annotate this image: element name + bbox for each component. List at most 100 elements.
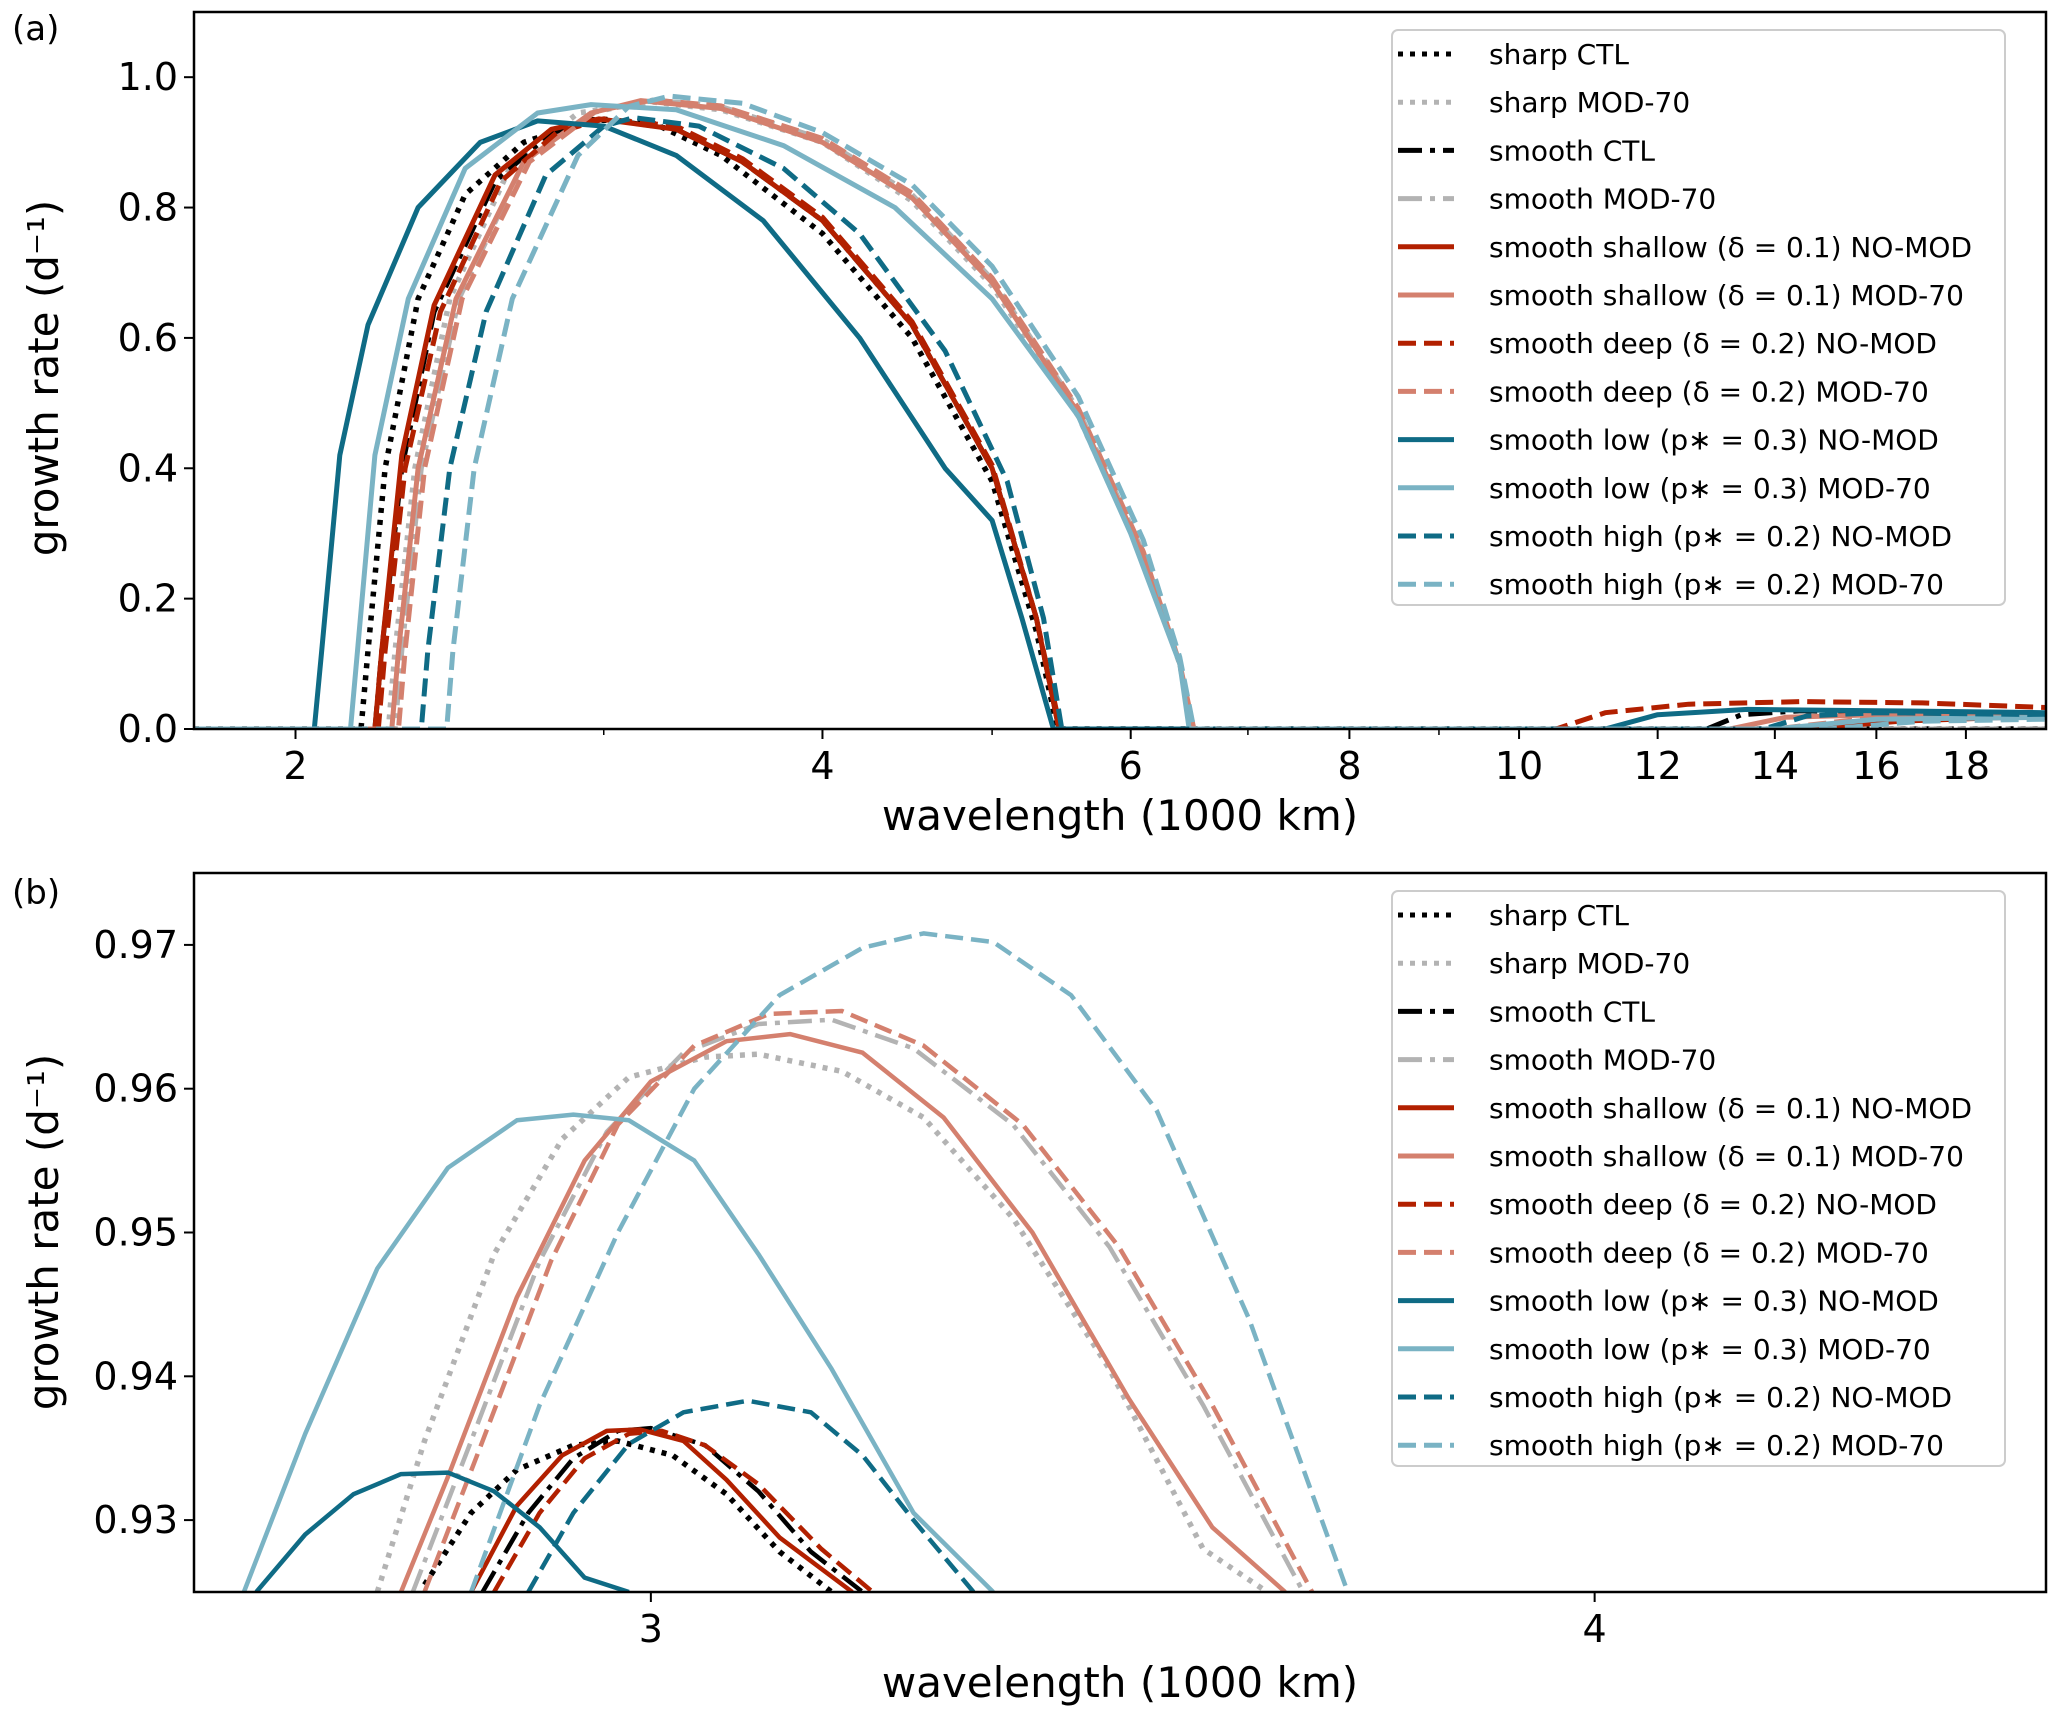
legend-item: sharp CTL [1398, 38, 1629, 71]
legend-label: smooth deep (δ = 0.2) MOD-70 [1489, 375, 1929, 408]
x-tick-label: 16 [1852, 744, 1900, 788]
legend-label: smooth low (p∗ = 0.3) MOD-70 [1489, 1333, 1931, 1366]
legend-label: smooth MOD-70 [1489, 183, 1716, 216]
series-line-10 [526, 1398, 976, 1592]
x-tick-label: 8 [1337, 744, 1361, 788]
panel-b-ylabel: growth rate (d⁻¹) [19, 1054, 68, 1411]
x-tick-label: 10 [1495, 744, 1543, 788]
series-line-3 [410, 1017, 1306, 1592]
legend-item: smooth shallow (δ = 0.1) NO-MOD [1398, 1092, 1972, 1125]
legend-item: smooth shallow (δ = 0.1) MOD-70 [1398, 279, 1964, 312]
panel-a-xlabel: wavelength (1000 km) [882, 791, 1358, 840]
x-tick-label: 3 [639, 1607, 663, 1651]
series-line-1 [374, 1051, 1269, 1592]
legend-item: smooth deep (δ = 0.2) NO-MOD [1398, 327, 1937, 360]
legend-item: smooth deep (δ = 0.2) MOD-70 [1398, 1236, 1929, 1269]
legend-label: smooth deep (δ = 0.2) NO-MOD [1489, 1188, 1937, 1221]
x-tick-label: 14 [1751, 744, 1799, 788]
legend-item: smooth low (p∗ = 0.3) NO-MOD [1398, 1285, 1939, 1318]
series-line-5 [194, 98, 2046, 729]
legend-label: sharp MOD-70 [1489, 947, 1690, 980]
series-line-7 [422, 1008, 1315, 1592]
legend-box [1391, 29, 2006, 606]
series-lines [194, 93, 2046, 729]
legend-label: smooth high (p∗ = 0.2) MOD-70 [1489, 1429, 1944, 1462]
legend-label: smooth low (p∗ = 0.3) NO-MOD [1489, 424, 1939, 457]
series-line-6 [194, 116, 2046, 729]
legend-item: smooth high (p∗ = 0.2) NO-MOD [1398, 520, 1952, 553]
y-tick-label: 0.97 [93, 923, 178, 967]
legend-item: smooth deep (δ = 0.2) MOD-70 [1398, 375, 1929, 408]
x-tick-label: 4 [810, 744, 834, 788]
legend-label: smooth high (p∗ = 0.2) NO-MOD [1489, 520, 1952, 553]
y-tick-label: 0.4 [118, 446, 178, 490]
y-tick-label: 0.95 [93, 1211, 178, 1255]
series-line-7 [194, 97, 2046, 729]
series-line-8 [194, 118, 2046, 729]
panel-b-label: (b) [12, 873, 60, 913]
series-line-5 [398, 1031, 1287, 1592]
y-tick-label: 0.96 [93, 1067, 178, 1111]
legend-label: smooth low (p∗ = 0.3) MOD-70 [1489, 472, 1931, 505]
legend: sharp CTL sharp MOD-70 smooth CTL smooth MO… [1391, 29, 2006, 606]
series-line-9 [194, 102, 2046, 729]
legend-label: smooth deep (δ = 0.2) NO-MOD [1489, 327, 1937, 360]
legend-item: smooth MOD-70 [1398, 1044, 1716, 1077]
legend-label: smooth high (p∗ = 0.2) NO-MOD [1489, 1381, 1952, 1414]
x-tick-label: 12 [1633, 744, 1681, 788]
legend-label: sharp CTL [1489, 899, 1629, 932]
y-tick-label: 0.8 [118, 186, 178, 230]
series-lines [241, 931, 1350, 1592]
series-line-9 [241, 1112, 995, 1592]
legend-item: smooth high (p∗ = 0.2) MOD-70 [1398, 1429, 1944, 1462]
legend-item: smooth MOD-70 [1398, 183, 1716, 216]
series-line-2 [480, 1425, 864, 1592]
panel-b-xlabel: wavelength (1000 km) [882, 1658, 1358, 1707]
y-tick-label: 1.0 [118, 55, 178, 99]
panel-b-plot-area: 3 4 0.93 0.94 0.95 0.96 0.97 sharp CTL sharp MOD… [93, 871, 2048, 1651]
legend-item: smooth CTL [1398, 995, 1655, 1028]
series-line-4 [194, 116, 2046, 729]
legend-label: smooth high (p∗ = 0.2) MOD-70 [1489, 568, 1944, 601]
panel-a-ylabel: growth rate (d⁻¹) [19, 200, 68, 557]
x-tick-label: 2 [283, 744, 307, 788]
panel-a-plot-area: 2 4 6 8 10 12 14 16 18 0.0 0.2 0.4 0.6 0.8 1.0 sharp CT… [118, 10, 2048, 788]
y-tick-label: 0.93 [93, 1498, 178, 1542]
series-line-11 [468, 931, 1350, 1592]
legend-label: smooth shallow (δ = 0.1) NO-MOD [1489, 231, 1972, 264]
legend-label: smooth CTL [1489, 134, 1655, 167]
legend-item: smooth shallow (δ = 0.1) MOD-70 [1398, 1140, 1964, 1173]
legend-item: smooth low (p∗ = 0.3) MOD-70 [1398, 1333, 1931, 1366]
legend-item: smooth deep (δ = 0.2) NO-MOD [1398, 1188, 1937, 1221]
series-line-8 [254, 1470, 630, 1592]
legend-item: smooth shallow (δ = 0.1) NO-MOD [1398, 231, 1972, 264]
legend-label: sharp MOD-70 [1489, 86, 1690, 119]
x-tick-label: 18 [1942, 744, 1990, 788]
y-tick-label: 0.6 [118, 316, 178, 360]
panel-a: (a) 2 4 6 8 10 12 14 16 18 0.0 0.2 0.4 0.6 0.8 1.0 shar… [12, 9, 2048, 840]
legend-item: sharp CTL [1398, 899, 1629, 932]
series-line-4 [469, 1427, 854, 1592]
legend-label: smooth shallow (δ = 0.1) MOD-70 [1489, 279, 1964, 312]
legend-item: sharp MOD-70 [1398, 947, 1690, 980]
legend-label: sharp CTL [1489, 38, 1629, 71]
x-tick-label: 4 [1583, 1607, 1607, 1651]
legend-label: smooth shallow (δ = 0.1) MOD-70 [1489, 1140, 1964, 1173]
legend-item: smooth low (p∗ = 0.3) NO-MOD [1398, 424, 1939, 457]
legend-item: sharp MOD-70 [1398, 86, 1690, 119]
legend-label: smooth low (p∗ = 0.3) NO-MOD [1489, 1285, 1939, 1318]
legend-label: smooth MOD-70 [1489, 1044, 1716, 1077]
series-line-6 [492, 1428, 875, 1592]
y-tick-label: 0.2 [118, 577, 178, 621]
legend-item: smooth high (p∗ = 0.2) NO-MOD [1398, 1381, 1952, 1414]
legend-item: smooth low (p∗ = 0.3) MOD-70 [1398, 472, 1931, 505]
legend-label: smooth shallow (δ = 0.1) NO-MOD [1489, 1092, 1972, 1125]
legend-box [1391, 890, 2006, 1467]
x-tick-label: 6 [1119, 744, 1143, 788]
legend-label: smooth deep (δ = 0.2) MOD-70 [1489, 1236, 1929, 1269]
legend-item: smooth CTL [1398, 134, 1655, 167]
panel-a-label: (a) [12, 9, 59, 49]
legend-label: smooth CTL [1489, 995, 1655, 1028]
